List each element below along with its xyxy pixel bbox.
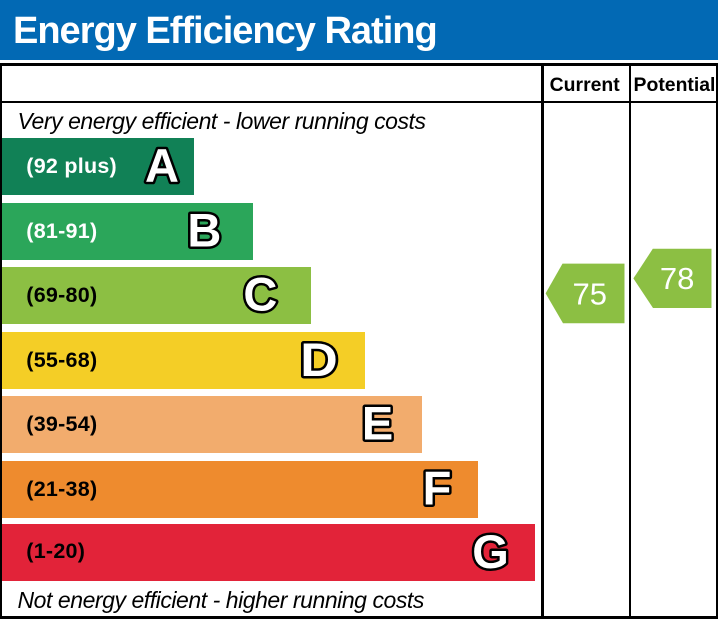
svg-text:78: 78: [660, 261, 694, 296]
svg-text:B: B: [187, 204, 221, 257]
svg-text:G: G: [472, 525, 509, 578]
svg-text:C: C: [243, 268, 277, 321]
svg-text:A: A: [145, 139, 179, 192]
svg-text:E: E: [362, 397, 393, 450]
svg-text:F: F: [423, 462, 452, 515]
svg-text:D: D: [300, 333, 338, 386]
svg-text:75: 75: [573, 276, 607, 311]
